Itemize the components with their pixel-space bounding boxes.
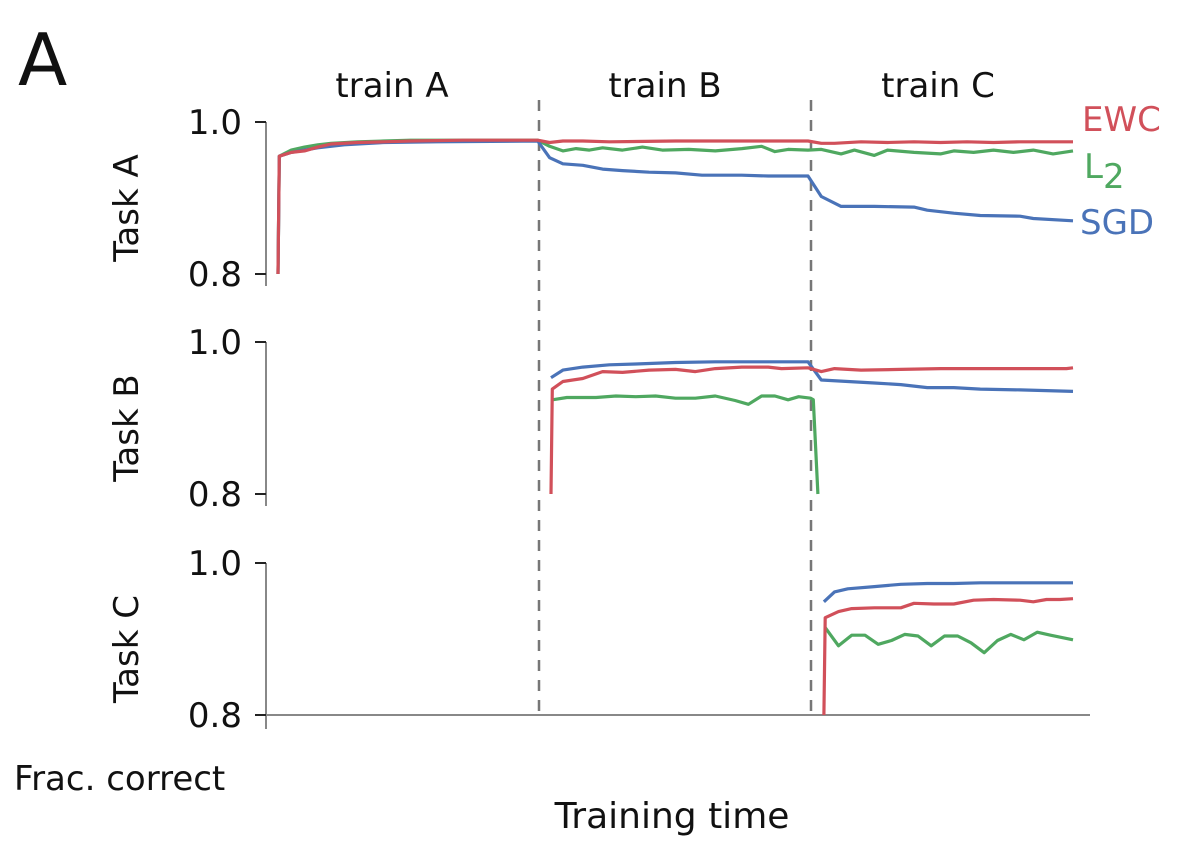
task-a-label: Task A [107, 154, 147, 262]
task-a-series-l2 [276, 138, 1074, 275]
legend-l2-sub: 2 [1103, 157, 1125, 197]
task-c-series-l2 [823, 626, 1074, 655]
task-b-tick-label-top: 1.0 [188, 323, 242, 363]
legend-l2-base: L [1084, 147, 1103, 187]
task-c-tick-label-bottom: 0.8 [188, 696, 242, 736]
task-b-series-l2 [552, 394, 820, 495]
panel-label: A [18, 18, 67, 102]
legend-sgd: SGD [1080, 203, 1154, 243]
task-a-series-sgd [276, 139, 1074, 275]
phase-label-a: train A [335, 66, 448, 106]
task-a-tick-label-top: 1.0 [188, 103, 242, 143]
task-a-tick-label-bottom: 0.8 [188, 255, 242, 295]
task-c-series-ewc [822, 597, 1074, 716]
task-b-series-ewc [549, 365, 1074, 495]
phase-label-c: train C [881, 66, 995, 106]
legend-l2: L2 [1084, 147, 1125, 197]
legend-ewc: EWC [1082, 100, 1161, 140]
task-c-label: Task C [107, 595, 147, 704]
task-c-series-sgd [822, 581, 1073, 603]
task-c-tick-label-top: 1.0 [188, 544, 242, 584]
y-axis-label: Frac. correct [14, 759, 225, 799]
x-axis-label: Training time [554, 796, 790, 837]
task-b-tick-label-bottom: 0.8 [188, 475, 242, 515]
task-a-series-ewc [276, 138, 1073, 275]
task-b-label: Task B [107, 374, 147, 483]
phase-label-b: train B [608, 66, 721, 106]
